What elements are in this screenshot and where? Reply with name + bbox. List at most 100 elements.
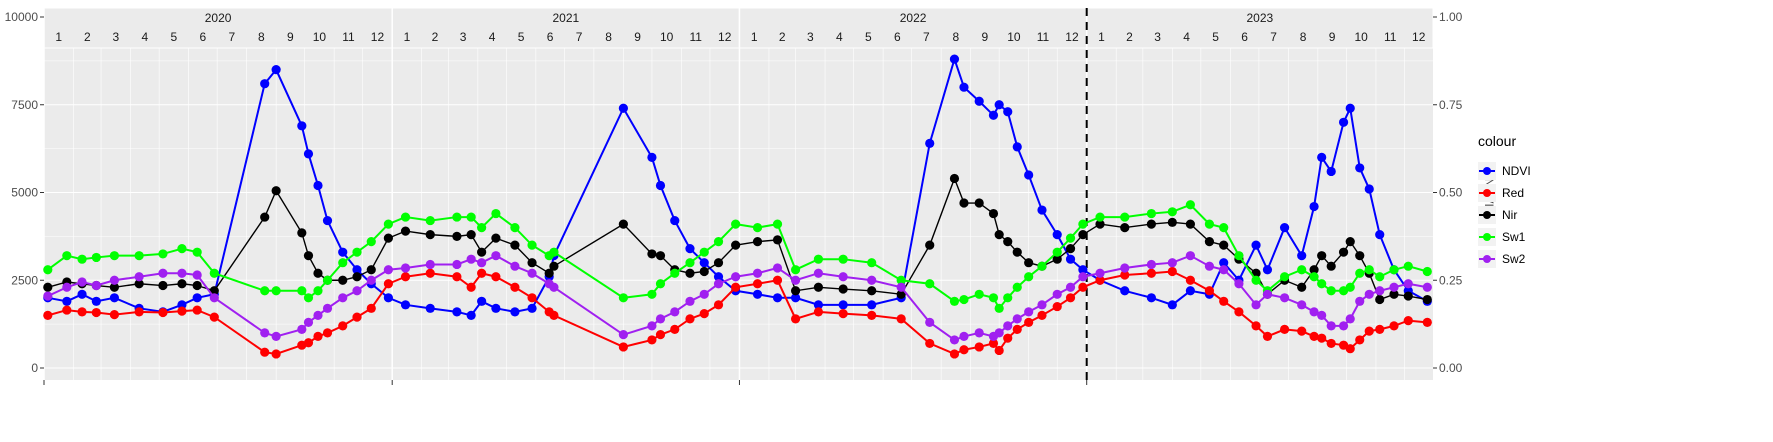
point-nir bbox=[731, 240, 741, 250]
point-red bbox=[1078, 282, 1088, 292]
point-sw1 bbox=[813, 254, 824, 264]
point-ndvi bbox=[1326, 166, 1336, 177]
month-label: 12 bbox=[718, 30, 732, 44]
point-nir bbox=[1146, 219, 1156, 229]
month-label: 6 bbox=[1241, 30, 1248, 44]
point-sw2 bbox=[1345, 314, 1355, 324]
point-red bbox=[466, 282, 476, 292]
point-sw2 bbox=[303, 317, 314, 327]
point-ndvi bbox=[1375, 230, 1385, 240]
point-ndvi bbox=[1317, 152, 1327, 162]
point-red bbox=[209, 312, 219, 322]
point-sw1 bbox=[699, 247, 709, 257]
point-ndvi bbox=[303, 149, 314, 159]
point-nir bbox=[1326, 261, 1336, 271]
point-ndvi bbox=[491, 303, 501, 313]
point-sw2 bbox=[1251, 300, 1261, 310]
point-sw2 bbox=[109, 275, 120, 285]
month-label: 7 bbox=[923, 30, 930, 44]
point-nir bbox=[813, 282, 824, 292]
point-sw2 bbox=[1120, 263, 1130, 273]
point-ndvi bbox=[297, 121, 307, 131]
point-sw1 bbox=[1375, 272, 1385, 282]
point-sw1 bbox=[1185, 200, 1196, 210]
point-ndvi bbox=[383, 293, 393, 303]
point-sw1 bbox=[109, 251, 120, 261]
point-red bbox=[1003, 333, 1013, 343]
point-sw1 bbox=[1012, 282, 1022, 292]
point-sw1 bbox=[1065, 233, 1076, 243]
point-ndvi bbox=[618, 103, 628, 113]
point-ndvi bbox=[1120, 286, 1130, 296]
point-sw1 bbox=[713, 237, 724, 247]
point-red bbox=[338, 321, 348, 331]
point-sw2 bbox=[813, 268, 824, 278]
month-label: 2 bbox=[84, 30, 91, 44]
point-sw1 bbox=[655, 279, 666, 289]
point-ndvi bbox=[1364, 184, 1374, 194]
point-red bbox=[109, 310, 120, 320]
point-sw1 bbox=[1167, 207, 1177, 217]
point-nir bbox=[974, 198, 984, 208]
month-label: 7 bbox=[1270, 30, 1277, 44]
point-red bbox=[713, 300, 724, 310]
point-sw2 bbox=[1422, 282, 1432, 292]
point-nir bbox=[949, 173, 960, 184]
point-nir bbox=[260, 212, 270, 222]
point-red bbox=[867, 310, 877, 320]
y2-tick-label: 0.00 bbox=[1439, 361, 1463, 375]
point-sw1 bbox=[466, 212, 476, 222]
y2-tick-label: 0.75 bbox=[1439, 98, 1463, 112]
point-sw1 bbox=[1095, 212, 1105, 222]
legend-label: Sw1 bbox=[1502, 230, 1526, 244]
point-ndvi bbox=[838, 300, 848, 310]
point-sw1 bbox=[510, 223, 520, 233]
point-ndvi bbox=[1065, 254, 1076, 264]
point-ndvi bbox=[647, 152, 657, 162]
point-sw1 bbox=[1078, 219, 1088, 229]
point-red bbox=[425, 268, 435, 278]
point-sw1 bbox=[959, 294, 969, 305]
point-sw1 bbox=[383, 219, 393, 229]
point-red bbox=[1375, 324, 1385, 334]
point-sw2 bbox=[366, 275, 376, 285]
point-red bbox=[192, 305, 202, 315]
point-sw2 bbox=[313, 310, 323, 320]
point-sw2 bbox=[1317, 310, 1327, 320]
point-sw2 bbox=[383, 265, 393, 275]
point-red bbox=[1234, 307, 1244, 317]
point-ndvi bbox=[988, 110, 999, 120]
point-sw1 bbox=[670, 268, 680, 278]
point-ndvi bbox=[313, 180, 323, 191]
point-ndvi bbox=[974, 96, 984, 106]
point-sw1 bbox=[322, 275, 333, 285]
point-sw1 bbox=[91, 252, 101, 263]
point-red bbox=[1279, 324, 1290, 334]
month-label: 1 bbox=[1098, 30, 1105, 44]
point-sw1 bbox=[974, 289, 984, 299]
point-sw2 bbox=[1052, 289, 1062, 299]
month-label: 3 bbox=[807, 30, 814, 44]
point-red bbox=[271, 349, 281, 359]
point-sw1 bbox=[1204, 219, 1215, 229]
point-red bbox=[1251, 321, 1261, 331]
point-sw1 bbox=[134, 251, 144, 261]
point-sw2 bbox=[1065, 282, 1076, 292]
point-sw2 bbox=[1355, 296, 1365, 306]
point-red bbox=[752, 279, 763, 289]
point-sw1 bbox=[1297, 265, 1307, 275]
point-ndvi bbox=[109, 293, 120, 303]
point-sw1 bbox=[158, 249, 168, 259]
month-label: 7 bbox=[229, 30, 236, 44]
point-sw1 bbox=[366, 237, 376, 247]
point-ndvi bbox=[1185, 286, 1196, 296]
point-sw1 bbox=[1234, 251, 1244, 261]
point-red bbox=[549, 310, 559, 320]
point-nir bbox=[425, 230, 435, 240]
point-ndvi bbox=[77, 289, 87, 299]
month-label: 9 bbox=[1329, 30, 1336, 44]
point-sw2 bbox=[1297, 300, 1307, 310]
point-red bbox=[1095, 275, 1105, 285]
point-red bbox=[1326, 338, 1336, 349]
point-sw2 bbox=[1338, 321, 1349, 331]
